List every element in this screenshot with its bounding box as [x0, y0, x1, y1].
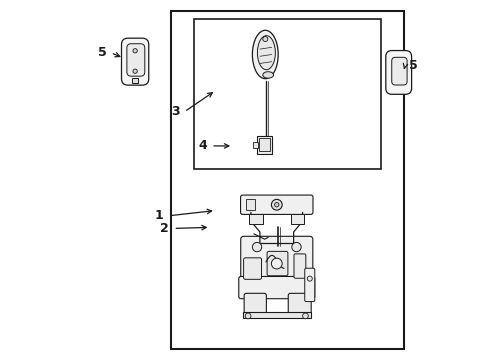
Bar [194, 19, 380, 169]
Circle shape [291, 242, 301, 252]
Bar [253, 142, 257, 148]
Bar [290, 214, 304, 224]
Bar [132, 78, 138, 83]
Circle shape [306, 276, 312, 281]
FancyBboxPatch shape [287, 293, 310, 315]
Circle shape [262, 37, 267, 41]
Bar [257, 136, 271, 154]
Text: 5: 5 [408, 59, 417, 72]
FancyBboxPatch shape [240, 195, 312, 215]
Bar [171, 12, 403, 348]
Bar [258, 138, 270, 151]
Circle shape [271, 258, 282, 269]
FancyBboxPatch shape [240, 236, 312, 283]
FancyBboxPatch shape [385, 50, 411, 94]
Circle shape [252, 242, 261, 252]
Ellipse shape [252, 30, 278, 79]
FancyBboxPatch shape [238, 276, 314, 299]
Bar [246, 199, 255, 210]
FancyBboxPatch shape [126, 44, 144, 76]
Bar [242, 312, 310, 318]
Text: 1: 1 [155, 210, 163, 222]
Circle shape [133, 69, 137, 73]
FancyBboxPatch shape [243, 258, 261, 279]
Ellipse shape [257, 36, 275, 70]
FancyBboxPatch shape [304, 268, 314, 302]
Circle shape [271, 199, 282, 210]
Ellipse shape [262, 72, 273, 78]
FancyBboxPatch shape [266, 251, 287, 276]
Circle shape [244, 313, 250, 319]
FancyBboxPatch shape [293, 254, 305, 278]
FancyBboxPatch shape [244, 293, 266, 315]
Text: 3: 3 [171, 105, 180, 118]
Circle shape [133, 49, 137, 53]
FancyBboxPatch shape [391, 57, 407, 85]
Text: 2: 2 [160, 222, 169, 235]
Circle shape [302, 313, 308, 319]
FancyBboxPatch shape [121, 38, 148, 85]
Text: 4: 4 [198, 139, 206, 152]
Bar [249, 214, 262, 224]
Text: 5: 5 [98, 46, 106, 59]
Circle shape [274, 203, 278, 207]
